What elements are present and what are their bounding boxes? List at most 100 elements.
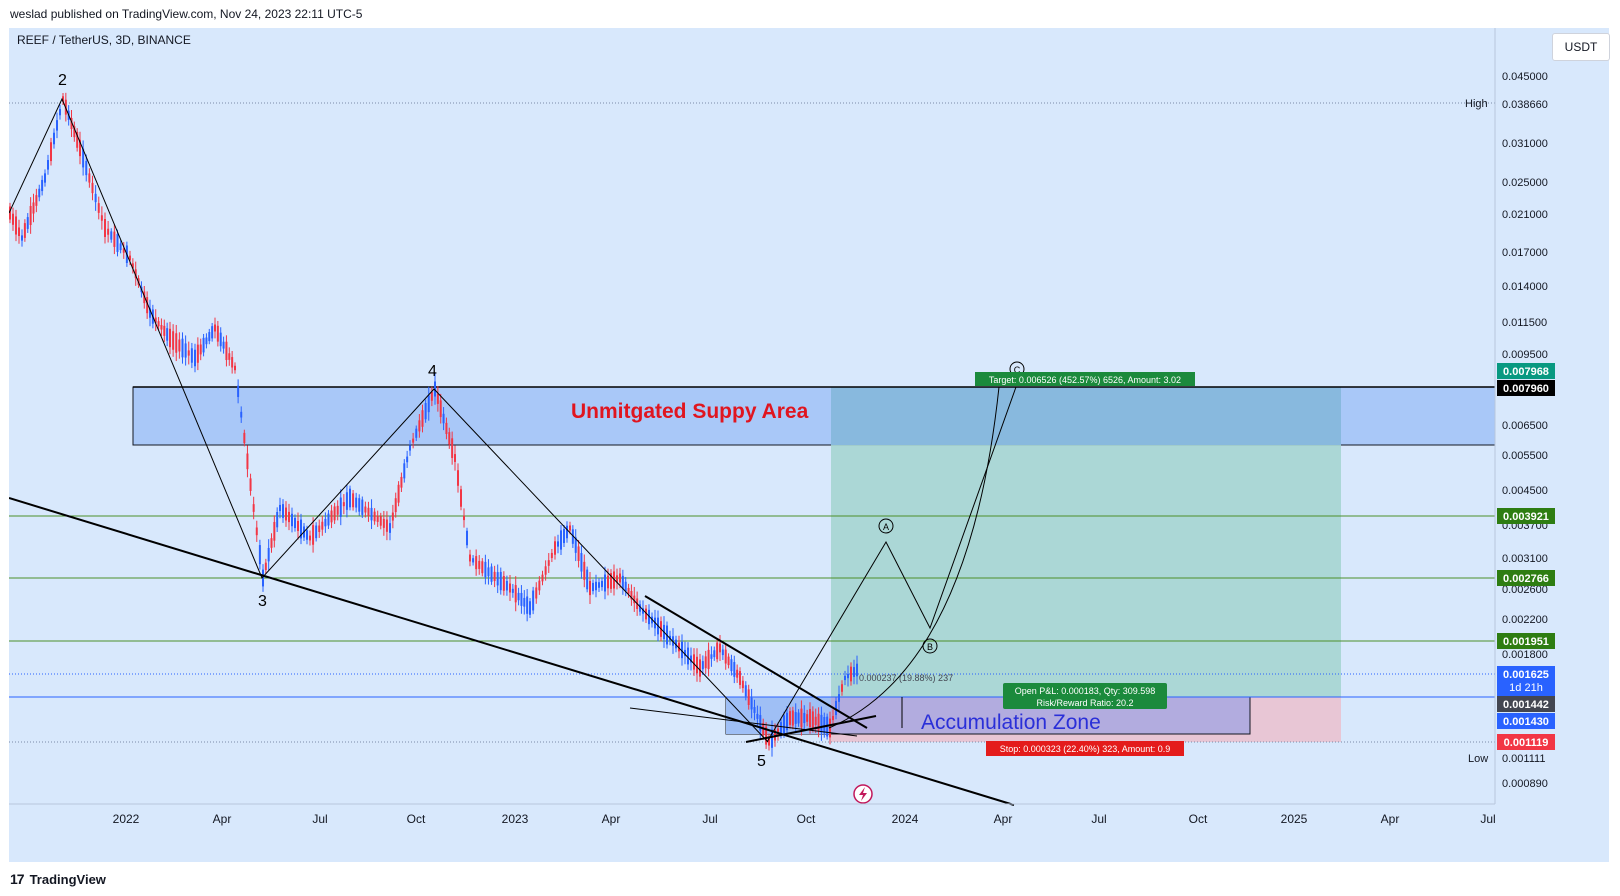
x-tick-label: 2022 xyxy=(113,812,140,826)
candle-body xyxy=(800,708,803,728)
candle-body xyxy=(160,325,163,330)
candle-body xyxy=(249,478,252,491)
candle-body xyxy=(367,507,370,516)
candle-body xyxy=(439,400,442,418)
candle-body xyxy=(352,493,355,508)
price-label: 0.001119 xyxy=(1504,737,1549,749)
candle-body xyxy=(856,663,858,677)
candle-body xyxy=(85,160,88,176)
lower-trendline[interactable] xyxy=(9,497,1015,806)
candle-body xyxy=(580,553,583,572)
wave-label-5: 5 xyxy=(757,753,766,770)
candle-body xyxy=(469,554,471,562)
tradingview-logo[interactable]: 17 TradingView xyxy=(10,871,106,887)
target-label: Target: 0.006526 (452.57%) 6526, Amount:… xyxy=(989,375,1181,385)
candle-body xyxy=(202,337,205,353)
candle-body xyxy=(454,454,456,462)
candle-body xyxy=(724,649,727,664)
candle-body xyxy=(520,592,523,606)
x-tick-label: Oct xyxy=(797,812,816,826)
candle-body xyxy=(771,729,773,748)
candle-body xyxy=(604,574,606,592)
candle-body xyxy=(361,499,364,515)
candle-body xyxy=(394,498,397,513)
chart-svg[interactable]: REEF / TetherUS, 3D, BINANCE 2 3 4 xyxy=(9,28,1609,862)
falling-wedge-upper[interactable] xyxy=(644,595,868,729)
y-tick-label: 0.005500 xyxy=(1502,450,1548,462)
price-label-box xyxy=(1497,734,1555,750)
candle-body xyxy=(382,518,385,528)
lightning-icon[interactable] xyxy=(853,784,873,804)
high-label: High xyxy=(1465,98,1488,110)
candle-body xyxy=(481,561,484,574)
chart-area[interactable]: REEF / TetherUS, 3D, BINANCE 2 3 4 xyxy=(9,28,1609,862)
candle-body xyxy=(172,331,175,350)
candle-body xyxy=(853,667,855,677)
y-tick-label: 0.003100 xyxy=(1502,553,1548,565)
open-pnl-label: Open P&L: 0.000183, Qty: 309.598 xyxy=(1015,686,1156,696)
candle-body xyxy=(841,684,843,692)
supply-zone-label: Unmitgated Suppy Area xyxy=(571,400,809,423)
candle-body xyxy=(297,520,299,532)
candle-body xyxy=(409,445,411,451)
projection-path[interactable] xyxy=(766,386,1017,743)
candle-body xyxy=(630,590,633,600)
svg-text:B: B xyxy=(927,642,933,652)
candle-body xyxy=(62,96,64,102)
candle-body xyxy=(219,332,222,347)
elliott-wave-path[interactable] xyxy=(9,97,769,743)
currency-selector[interactable]: USDT xyxy=(1552,33,1610,61)
candle-body xyxy=(321,521,324,530)
projection-curve[interactable] xyxy=(828,386,1000,729)
candle-body xyxy=(502,575,505,591)
candle-body xyxy=(687,647,689,665)
candle-body xyxy=(750,697,753,710)
candle-body xyxy=(9,206,11,220)
x-tick-label: Jul xyxy=(702,812,717,826)
candle-body xyxy=(675,639,677,649)
candle-body xyxy=(710,654,713,659)
candle-body xyxy=(309,535,311,541)
falling-wedge-lower[interactable] xyxy=(629,707,858,737)
candle-body xyxy=(699,659,701,677)
candle-body xyxy=(262,569,264,587)
candle-body xyxy=(324,518,327,527)
candle-body xyxy=(122,248,125,253)
candle-body xyxy=(696,656,698,674)
x-tick-label: Jul xyxy=(1480,812,1495,826)
candle-body xyxy=(358,498,361,512)
y-tick-label: 0.004500 xyxy=(1502,485,1548,497)
accumulation-zone-label: Accumulation Zone xyxy=(921,711,1101,734)
candle-body xyxy=(648,609,650,625)
candle-body xyxy=(681,641,683,659)
y-axis[interactable]: 0.045000 0.031000 0.025000 0.021000 0.017000… xyxy=(1502,71,1548,790)
y-tick-label: 0.011500 xyxy=(1502,317,1547,329)
candle-body xyxy=(415,428,418,438)
candle-body xyxy=(119,243,122,251)
wedge-support[interactable] xyxy=(745,715,877,743)
candle-body xyxy=(690,655,692,663)
x-axis[interactable]: 2022 Apr Jul Oct 2023 Apr Jul Oct 2024 Apr Jul Oct 2… xyxy=(113,812,1496,826)
candle-body xyxy=(744,685,747,697)
candle-body xyxy=(535,587,538,599)
price-label-box xyxy=(1497,570,1555,586)
price-label: 0.001951 xyxy=(1503,636,1549,648)
x-tick-label: 2025 xyxy=(1281,812,1308,826)
candle-body xyxy=(823,717,826,734)
candle-body xyxy=(838,694,840,702)
candle-body xyxy=(26,217,29,229)
candle-body xyxy=(181,338,184,358)
candle-body xyxy=(747,689,750,706)
candle-body xyxy=(835,700,837,716)
candle-body xyxy=(264,562,267,571)
x-tick-label: Oct xyxy=(1189,812,1208,826)
candle-body xyxy=(15,216,17,235)
x-tick-label: 2024 xyxy=(892,812,919,826)
candle-body xyxy=(21,235,23,241)
published-info: weslad published on TradingView.com, Nov… xyxy=(10,7,363,21)
candle-body xyxy=(273,521,276,541)
candle-body xyxy=(146,297,149,314)
candle-body xyxy=(642,608,644,614)
candle-body xyxy=(190,348,193,363)
candle-body xyxy=(211,326,214,339)
